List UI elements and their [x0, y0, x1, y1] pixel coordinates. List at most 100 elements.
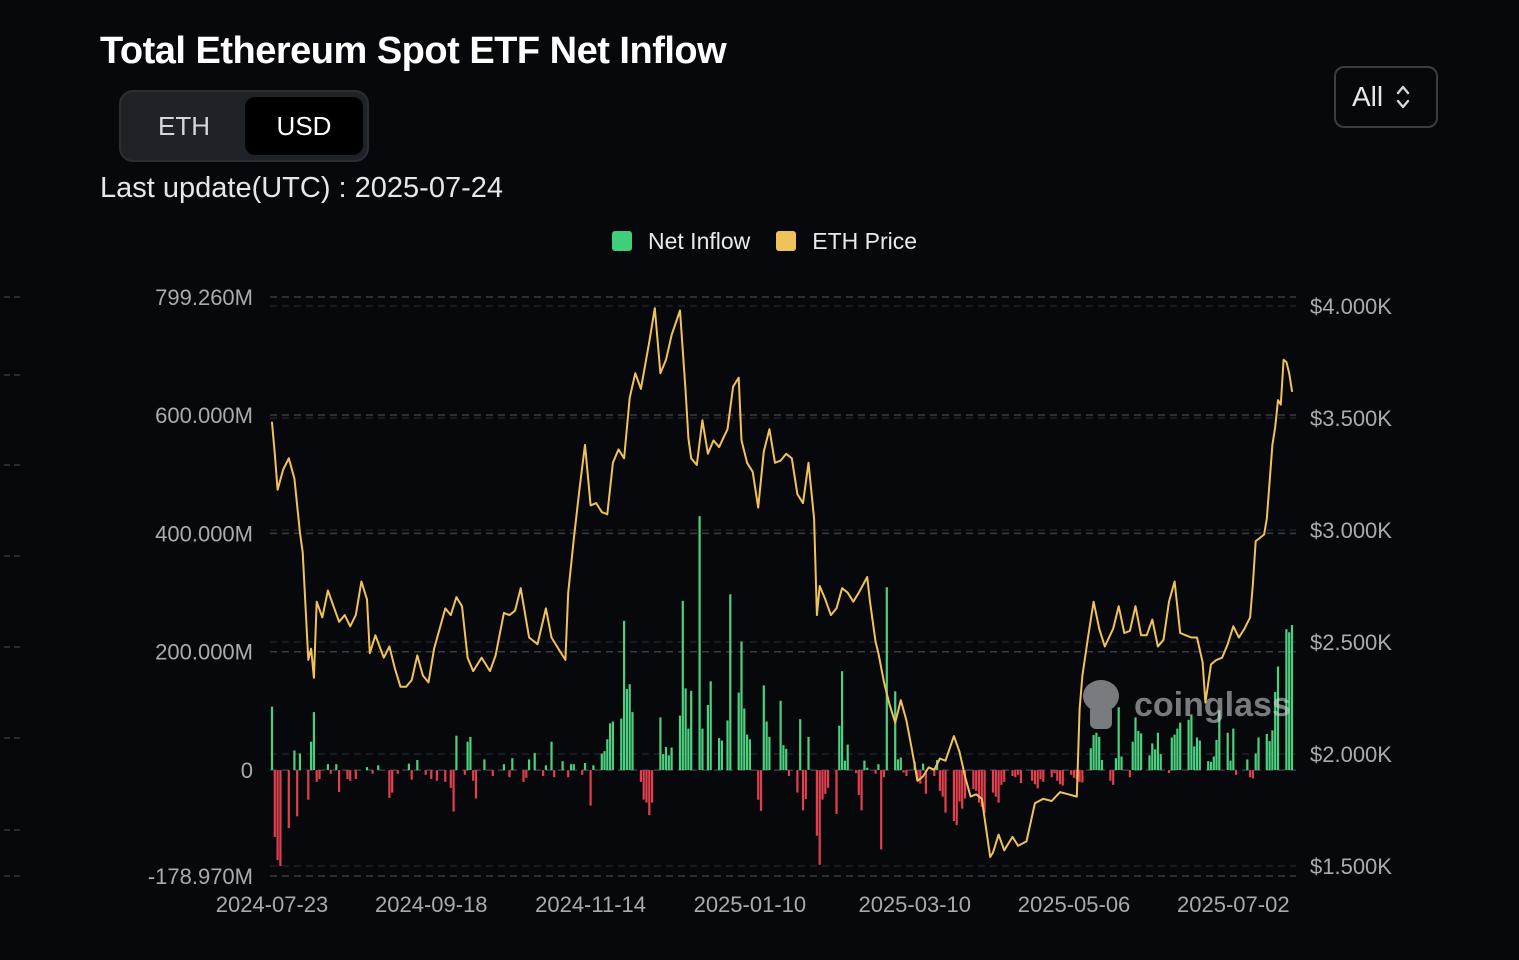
- net-inflow-bar: [611, 721, 614, 770]
- net-inflow-bar: [1131, 741, 1134, 771]
- net-inflow-bar: [855, 770, 858, 774]
- net-inflow-bar: [899, 757, 902, 770]
- net-inflow-bar: [276, 770, 279, 861]
- net-inflow-bar: [318, 770, 321, 779]
- net-inflow-bar: [645, 770, 648, 803]
- net-inflow-bar: [508, 770, 511, 778]
- net-inflow-bar: [1011, 770, 1014, 776]
- net-inflow-bar: [606, 739, 609, 771]
- net-inflow-bar: [491, 770, 494, 776]
- eth-unit-option[interactable]: ETH: [158, 110, 210, 141]
- net-inflow-bar: [1271, 730, 1274, 771]
- net-inflow-bar: [796, 770, 799, 793]
- net-inflow-bar: [905, 770, 908, 776]
- net-inflow-bar: [1229, 760, 1232, 771]
- net-inflow-bar: [1179, 722, 1182, 771]
- net-inflow-bar: [430, 770, 433, 779]
- net-inflow-bar: [1070, 770, 1073, 775]
- net-inflow-bar: [709, 681, 712, 771]
- net-inflow-bar: [511, 758, 514, 770]
- net-inflow-bar: [874, 770, 877, 774]
- last-update-label: Last update(UTC) : 2025-07-24: [100, 172, 503, 204]
- net-inflow-bar: [581, 770, 584, 775]
- usd-unit-option[interactable]: USD: [245, 97, 363, 155]
- net-inflow-bar: [882, 770, 886, 778]
- net-inflow-bar: [975, 770, 978, 791]
- legend-item-eth-price[interactable]: ETH Price: [776, 228, 917, 255]
- eth-price-swatch: [776, 231, 797, 251]
- net-inflow-bar: [885, 587, 888, 771]
- net-inflow-bar: [1140, 733, 1143, 771]
- net-inflow-bar: [1290, 625, 1294, 771]
- net-inflow-bar: [1190, 714, 1193, 770]
- net-inflow-bar: [1151, 743, 1154, 770]
- net-inflow-bar: [938, 770, 941, 791]
- net-inflow-bar: [463, 770, 466, 775]
- net-inflow-bar: [388, 770, 391, 798]
- net-inflow-bar: [298, 753, 301, 771]
- net-inflow-bar: [449, 770, 452, 788]
- net-inflow-bar: [444, 770, 447, 782]
- net-inflow-bar: [1288, 632, 1291, 771]
- net-inflow-bar: [779, 700, 782, 771]
- y-left-tick-label: 200.000M: [155, 640, 253, 665]
- net-inflow-bar: [1215, 739, 1218, 771]
- net-inflow-bar: [762, 685, 765, 770]
- net-inflow-bar: [354, 770, 357, 779]
- coinglass-watermark: coinglass: [1083, 680, 1291, 729]
- net-inflow-bar: [838, 725, 841, 771]
- x-tick-label: 2025-03-10: [858, 892, 971, 917]
- net-inflow-bar: [472, 770, 475, 781]
- net-inflow-bar: [1249, 770, 1252, 778]
- net-inflow-bar: [894, 691, 897, 770]
- legend-label-eth-price: ETH Price: [812, 227, 918, 254]
- net-inflow-bar: [1226, 732, 1229, 771]
- net-inflow-bar: [326, 764, 329, 771]
- net-inflow-bar: [625, 689, 628, 771]
- net-inflow-bar: [860, 770, 863, 811]
- net-inflow-bar: [933, 770, 936, 776]
- net-inflow-bar: [1232, 728, 1235, 770]
- net-inflow-bar: [1218, 710, 1221, 771]
- net-inflow-bar: [818, 770, 821, 865]
- net-inflow-bar: [863, 760, 866, 771]
- net-inflow-bar: [452, 770, 455, 812]
- net-inflow-bar: [659, 717, 662, 771]
- net-inflow-bar: [623, 620, 626, 771]
- net-inflow-bar: [1251, 770, 1254, 779]
- net-inflow-bar: [1092, 735, 1095, 770]
- net-inflow-bar: [631, 712, 634, 771]
- net-inflow-bar: [569, 764, 573, 771]
- x-tick-label: 2024-09-18: [375, 892, 488, 917]
- net-inflow-bar: [815, 770, 818, 836]
- legend-item-net-inflow[interactable]: Net Inflow: [612, 228, 750, 255]
- net-inflow-bar: [603, 751, 606, 770]
- net-inflow-bar: [667, 755, 670, 771]
- net-inflow-bar: [329, 770, 332, 774]
- net-inflow-bar: [729, 594, 732, 771]
- net-inflow-bar: [435, 770, 438, 781]
- net-inflow-bar: [768, 736, 771, 770]
- net-inflow-bar: [944, 770, 947, 813]
- net-inflow-bar: [824, 770, 827, 794]
- y-right-tick-label: $3.500K: [1310, 406, 1392, 431]
- net-inflow-bar: [1198, 740, 1201, 771]
- net-inflow-bar: [293, 750, 296, 770]
- net-inflow-bar: [1081, 770, 1084, 783]
- net-inflow-bar: [991, 770, 995, 793]
- net-inflow-bar: [977, 770, 981, 803]
- net-inflow-bar: [857, 770, 860, 795]
- net-inflow-bar: [1053, 770, 1056, 774]
- net-inflow-bar: [648, 770, 651, 816]
- net-inflow-bar: [589, 770, 592, 806]
- net-inflow-bar: [972, 770, 975, 789]
- net-inflow-bar: [307, 770, 310, 800]
- net-inflow-bar: [994, 770, 997, 797]
- net-inflow-bar: [1000, 770, 1003, 785]
- net-inflow-bar: [1117, 707, 1120, 770]
- net-inflow-bar: [706, 705, 709, 771]
- net-inflow-bar: [1207, 761, 1210, 771]
- net-inflow-bar: [338, 770, 341, 792]
- net-inflow-bar: [639, 770, 642, 782]
- time-range-select[interactable]: All: [1334, 66, 1438, 128]
